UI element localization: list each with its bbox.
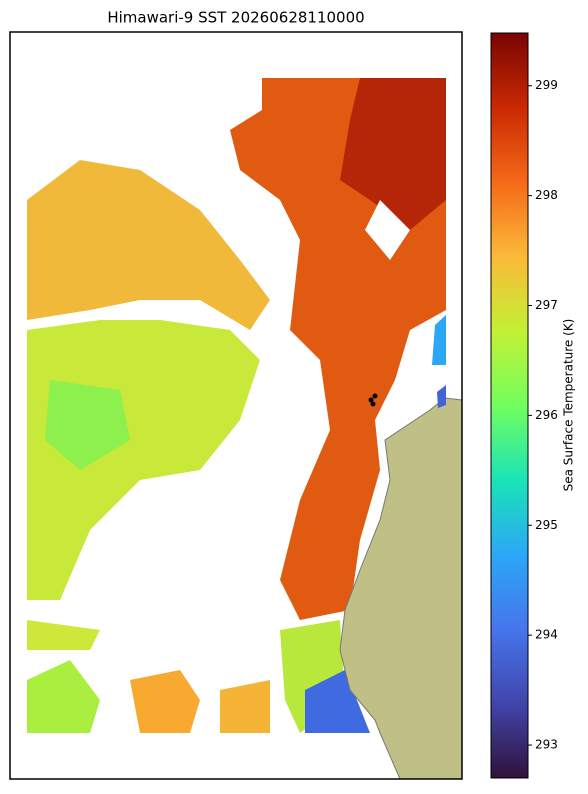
colorbar-scale	[490, 32, 529, 779]
tick-label: 293	[535, 738, 558, 752]
colorbar: Sea Surface Temperature (K) 293 294 295 296…	[490, 32, 576, 779]
tick-label: 298	[535, 188, 558, 202]
map	[9, 31, 463, 780]
colorbar-label: Sea Surface Temperature (K)	[562, 319, 576, 492]
tick-label: 295	[535, 518, 558, 532]
map-title: Himawari-9 SST 20260628110000	[107, 9, 364, 27]
tick-label: 296	[535, 408, 558, 422]
tick-label: 294	[535, 628, 558, 642]
tick-label: 297	[535, 298, 558, 312]
tick-label: 299	[535, 78, 558, 92]
